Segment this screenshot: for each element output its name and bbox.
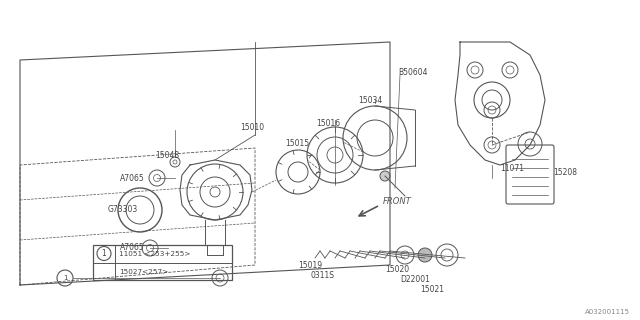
Text: 15021: 15021: [420, 285, 444, 294]
Text: 1: 1: [63, 275, 67, 281]
Text: 11051 <253+255>: 11051 <253+255>: [119, 251, 191, 257]
Text: A7065: A7065: [120, 244, 145, 252]
Text: B50604: B50604: [398, 68, 428, 76]
Text: 15016: 15016: [316, 118, 340, 127]
FancyBboxPatch shape: [506, 145, 554, 204]
Text: 15027<257>: 15027<257>: [119, 268, 168, 275]
Text: A032001115: A032001115: [585, 309, 630, 315]
Text: 0311S: 0311S: [310, 270, 334, 279]
Text: D22001: D22001: [400, 276, 430, 284]
Text: 1: 1: [102, 249, 106, 258]
Text: A7065: A7065: [120, 173, 145, 182]
Text: 15020: 15020: [385, 266, 409, 275]
Text: 15048: 15048: [155, 150, 179, 159]
FancyBboxPatch shape: [93, 245, 232, 280]
Text: 11071: 11071: [500, 164, 524, 172]
Text: 15010: 15010: [240, 123, 264, 132]
Text: 15015: 15015: [285, 139, 309, 148]
Circle shape: [380, 171, 390, 181]
Text: 15019: 15019: [298, 260, 322, 269]
Text: 15208: 15208: [553, 167, 577, 177]
Circle shape: [418, 248, 432, 262]
Text: 15034: 15034: [358, 95, 382, 105]
Text: FRONT: FRONT: [383, 197, 412, 206]
Text: G73303: G73303: [108, 205, 138, 214]
